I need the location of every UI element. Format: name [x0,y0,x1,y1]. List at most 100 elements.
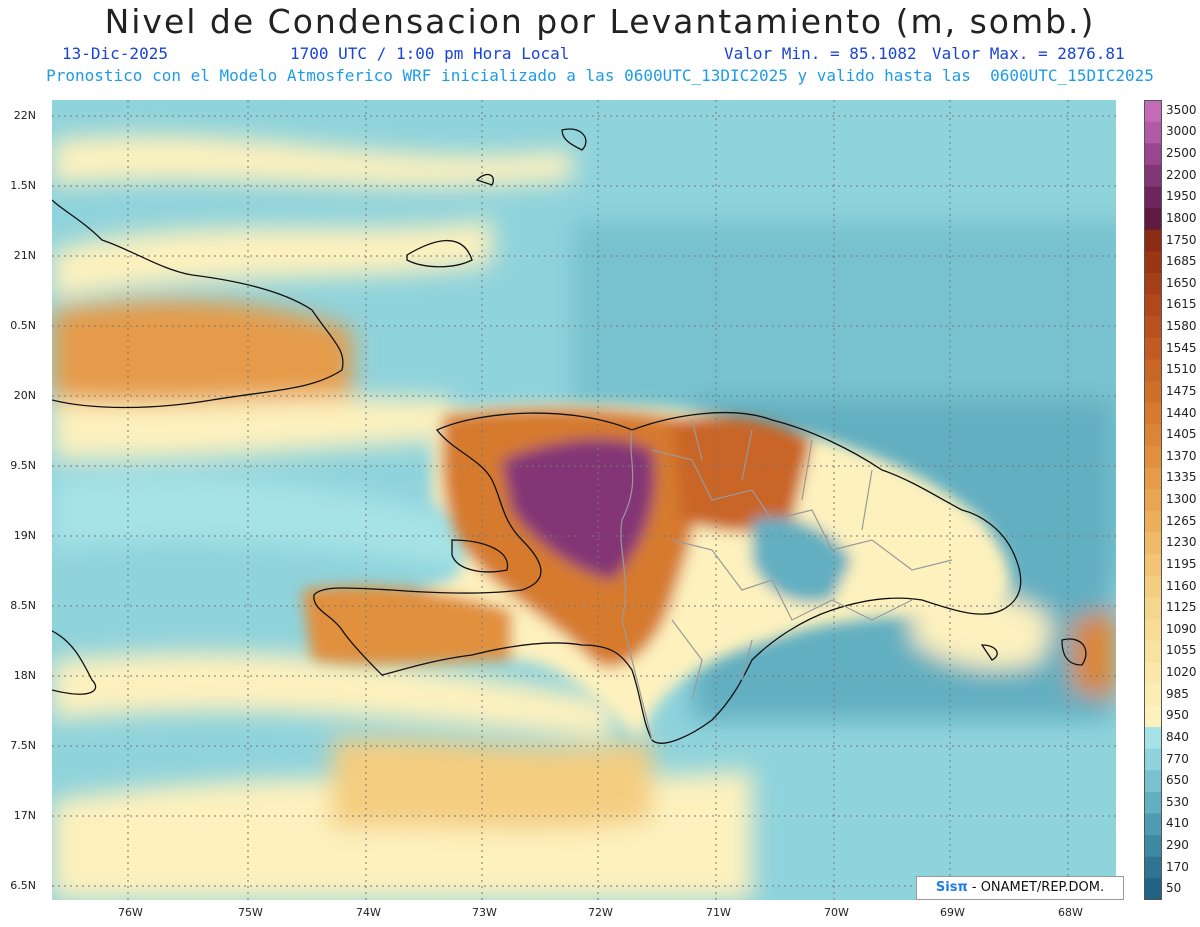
coastlines [52,128,1087,744]
colorbar-swatch [1144,554,1162,577]
colorbar-swatch [1144,121,1162,144]
colorbar-swatch [1144,337,1162,360]
lon-label: 69W [940,906,965,919]
colorbar-label: 1090 [1166,621,1197,636]
colorbar-swatch [1144,575,1162,598]
colorbar-swatch [1144,748,1162,771]
lon-label: 71W [706,906,731,919]
colorbar-swatch [1144,705,1162,728]
colorbar-label: 290 [1166,837,1189,852]
lat-label: 9.5N [10,459,36,472]
colorbar-label: 950 [1166,708,1189,723]
lon-label: 76W [118,906,143,919]
lat-label: 19N [13,529,36,542]
lon-label: 75W [238,906,263,919]
hispaniola-shading [302,403,1011,740]
credit-box: Sisπ - ONAMET/REP.DOM. [916,876,1124,900]
min-value-label: Valor Min. = 85.1082 [724,44,917,63]
colorbar-label: 1020 [1166,665,1197,679]
colorbar-label: 1230 [1166,535,1197,550]
colorbar-border [1144,100,1162,900]
lon-label: 73W [472,906,497,919]
shading-field [52,135,1116,900]
province-borders [620,419,953,741]
lon-label: 72W [588,906,613,919]
colorbar-swatch [1144,186,1162,209]
colorbar-swatch [1144,251,1162,274]
colorbar-label: 3500 [1166,102,1197,117]
colorbar-swatch [1144,272,1162,296]
map-title: Nivel de Condensacion por Levantamiento … [104,2,1096,41]
lcl-map [52,100,1116,900]
colorbar-label: 1265 [1166,513,1197,528]
lat-label: 18N [13,669,36,682]
colorbar-swatch [1144,597,1162,620]
colorbar-label: 410 [1166,816,1189,831]
colorbar-label: 2200 [1166,167,1197,182]
colorbar-label: 1335 [1166,470,1197,485]
colorbar-label: 1160 [1166,578,1197,593]
colorbar-label: 1950 [1166,189,1197,204]
colorbar-swatch [1144,229,1162,252]
colorbar-label: 985 [1166,686,1189,701]
forecast-info-line: Pronostico con el Modelo Atmosferico WRF… [46,66,1154,85]
colorbar-swatch [1144,489,1162,512]
lon-label: 70W [824,906,849,919]
lon-label: 68W [1058,906,1083,919]
colorbar-label: 1125 [1166,600,1197,615]
colorbar-label: 1545 [1166,340,1197,355]
colorbar-label: 770 [1166,751,1189,766]
colorbar-label: 1580 [1166,319,1197,333]
colorbar-swatch [1144,467,1162,490]
colorbar-swatch [1144,100,1162,123]
colorbar-label: 1440 [1166,405,1197,420]
colorbar-swatch [1144,856,1162,879]
colorbar-swatch [1144,143,1162,166]
lat-label: 20N [13,389,36,402]
colorbar-label: 840 [1166,729,1189,744]
lat-label: 22N [13,109,36,122]
colorbar-swatch [1144,316,1162,339]
colorbar-swatch [1144,532,1162,555]
colorbar-label: 1510 [1166,362,1197,377]
date-label: 13-Dic-2025 [62,44,168,63]
colorbar-swatch [1144,640,1162,663]
colorbar-label: 1195 [1166,556,1197,571]
colorbar-swatch [1144,835,1162,858]
colorbar-swatch [1144,683,1162,706]
colorbar-label: 1405 [1166,427,1197,442]
lat-label: 8.5N [10,599,36,612]
colorbar-label: 1370 [1166,448,1197,463]
colorbar-label: 1800 [1166,210,1197,225]
colorbar-label: 3000 [1166,124,1197,139]
colorbar-swatch [1144,770,1162,793]
colorbar-label: 530 [1166,794,1189,809]
colorbar-label: 1300 [1166,492,1197,506]
lat-label: 21N [13,249,36,262]
lat-label: 6.5N [10,879,36,892]
colorbar-swatch [1144,424,1162,447]
lon-label: 74W [356,906,381,919]
colorbar-swatch [1144,164,1162,187]
colorbar [1144,100,1162,900]
time-label: 1700 UTC / 1:00 pm Hora Local [290,44,570,63]
colorbar-swatch [1144,445,1162,469]
colorbar-swatch [1144,294,1162,317]
lat-label: 17N [13,809,36,822]
colorbar-swatch [1144,727,1162,750]
colorbar-swatch [1144,510,1162,533]
colorbar-label: 1750 [1166,232,1197,247]
colorbar-swatch [1144,402,1162,425]
colorbar-swatch [1144,618,1162,642]
colorbar-label: 50 [1166,881,1182,896]
colorbar-label: 1650 [1166,275,1197,290]
colorbar-label: 170 [1166,859,1189,874]
colorbar-label: 650 [1166,773,1189,788]
max-value-label: Valor Max. = 2876.81 [932,44,1125,63]
colorbar-label: 1615 [1166,297,1197,312]
colorbar-swatch [1144,208,1162,231]
colorbar-label: 1475 [1166,383,1197,398]
colorbar-swatch [1144,662,1162,685]
colorbar-label: 1685 [1166,254,1197,269]
colorbar-label: 2500 [1166,146,1197,161]
